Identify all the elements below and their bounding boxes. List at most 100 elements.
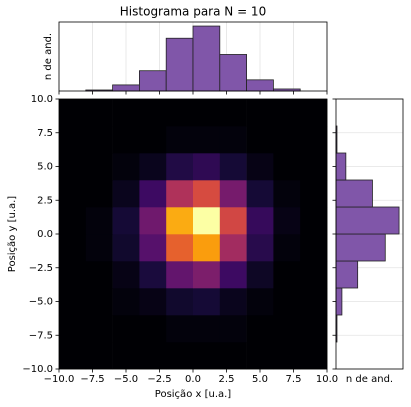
heatmap-cell: [112, 153, 140, 181]
heatmap-cell: [273, 126, 301, 154]
heatmap-cell: [193, 288, 221, 316]
heatmap-cell: [219, 180, 247, 208]
x-tick-label: −10.0: [44, 374, 75, 385]
heatmap-cell: [139, 342, 167, 370]
heatmap-cell: [193, 153, 221, 181]
heatmap-cell: [166, 99, 194, 127]
y-axis-label: Posição y [u.a.]: [7, 196, 18, 273]
heatmap-cell: [246, 153, 274, 181]
heatmap-cell: [246, 315, 274, 343]
y-axis-label: n de and.: [43, 33, 54, 80]
bar: [335, 287, 343, 316]
heatmap-cell: [85, 153, 113, 181]
plot-frame: [335, 98, 404, 370]
heatmap-cell: [166, 234, 194, 262]
heatmap-cell: [139, 261, 167, 289]
heatmap-cell: [219, 99, 247, 127]
heatmap-cell: [273, 288, 301, 316]
heatmap-cell: [246, 261, 274, 289]
bar: [335, 179, 373, 208]
chart-title: Histograma para N = 10: [120, 5, 266, 19]
heatmap-cell: [112, 342, 140, 370]
bar: [335, 206, 400, 235]
heatmap-cell: [246, 126, 274, 154]
heatmap-cell: [59, 234, 87, 262]
x-axis-label: n de and.: [346, 374, 393, 385]
heatmap-cell: [219, 315, 247, 343]
heatmap-cell: [300, 180, 328, 208]
x-tick-label: −2.5: [147, 374, 171, 385]
heatmap-cell: [219, 207, 247, 235]
heatmap-cell: [273, 234, 301, 262]
bar: [335, 260, 359, 289]
heatmap-cell: [85, 342, 113, 370]
heatmap-cell: [246, 207, 274, 235]
bar: [219, 54, 248, 92]
bar: [335, 233, 386, 262]
heatmap-cell: [85, 315, 113, 343]
heatmap-cell: [246, 342, 274, 370]
bar: [138, 70, 167, 92]
heatmap-cell: [112, 180, 140, 208]
heatmap-cell: [59, 99, 87, 127]
heatmap-cell: [193, 126, 221, 154]
heatmap-cell: [85, 99, 113, 127]
heatmap-cell: [112, 261, 140, 289]
x-tick-label: −7.5: [80, 374, 104, 385]
heatmap-cell: [166, 288, 194, 316]
y-tick-label: −2.5: [29, 263, 53, 274]
x-tick-label: 10.0: [316, 374, 338, 385]
heatmap-cell: [300, 342, 328, 370]
heatmap-cell: [273, 342, 301, 370]
y-tick-label: 2.5: [37, 195, 53, 206]
heatmap-cell: [85, 288, 113, 316]
heatmap-cell: [193, 315, 221, 343]
heatmap-cell: [112, 99, 140, 127]
heatmap-cell: [59, 261, 87, 289]
y-tick-label: 7.5: [37, 128, 53, 139]
heatmap-cell: [59, 315, 87, 343]
bar: [165, 37, 194, 92]
x-tick-label: 5.0: [252, 374, 268, 385]
heatmap-cell: [59, 126, 87, 154]
bar: [112, 84, 140, 92]
y-tick-label: 5.0: [37, 162, 53, 173]
heatmap-cell: [85, 180, 113, 208]
heatmap-cell: [166, 180, 194, 208]
heatmap-cell: [273, 153, 301, 181]
heatmap-cell: [193, 261, 221, 289]
heatmap-cell: [85, 126, 113, 154]
heatmap-cell: [273, 207, 301, 235]
heatmap-cell: [166, 261, 194, 289]
heatmap-cell: [273, 180, 301, 208]
heatmap-cell: [193, 207, 221, 235]
heatmap-cell: [85, 234, 113, 262]
heatmap-cell: [193, 180, 221, 208]
heatmap-cell: [139, 153, 167, 181]
y-tick-label: −10.0: [22, 364, 53, 375]
heatmap-cell: [300, 315, 328, 343]
x-tick-label: 2.5: [219, 374, 235, 385]
heatmap-cell: [219, 153, 247, 181]
heatmap-cell: [246, 99, 274, 127]
heatmap-cell: [139, 180, 167, 208]
heatmap-cell: [273, 99, 301, 127]
x-tick-label: 7.5: [286, 374, 302, 385]
heatmap-cell: [139, 315, 167, 343]
heatmap-cell: [59, 288, 87, 316]
heatmap-cell: [139, 234, 167, 262]
heatmap-cell: [273, 315, 301, 343]
heatmap-cell: [112, 207, 140, 235]
y-tick-label: −7.5: [29, 330, 53, 341]
heatmap-cell: [59, 180, 87, 208]
heatmap-cell: [246, 180, 274, 208]
heatmap-cell: [193, 234, 221, 262]
heatmap-cell: [166, 315, 194, 343]
x-tick-label: 0.0: [185, 374, 201, 385]
heatmap-cell: [300, 234, 328, 262]
heatmap-cell: [112, 234, 140, 262]
heatmap-cell: [112, 315, 140, 343]
heatmap-cell: [219, 126, 247, 154]
heatmap-cell: [219, 234, 247, 262]
